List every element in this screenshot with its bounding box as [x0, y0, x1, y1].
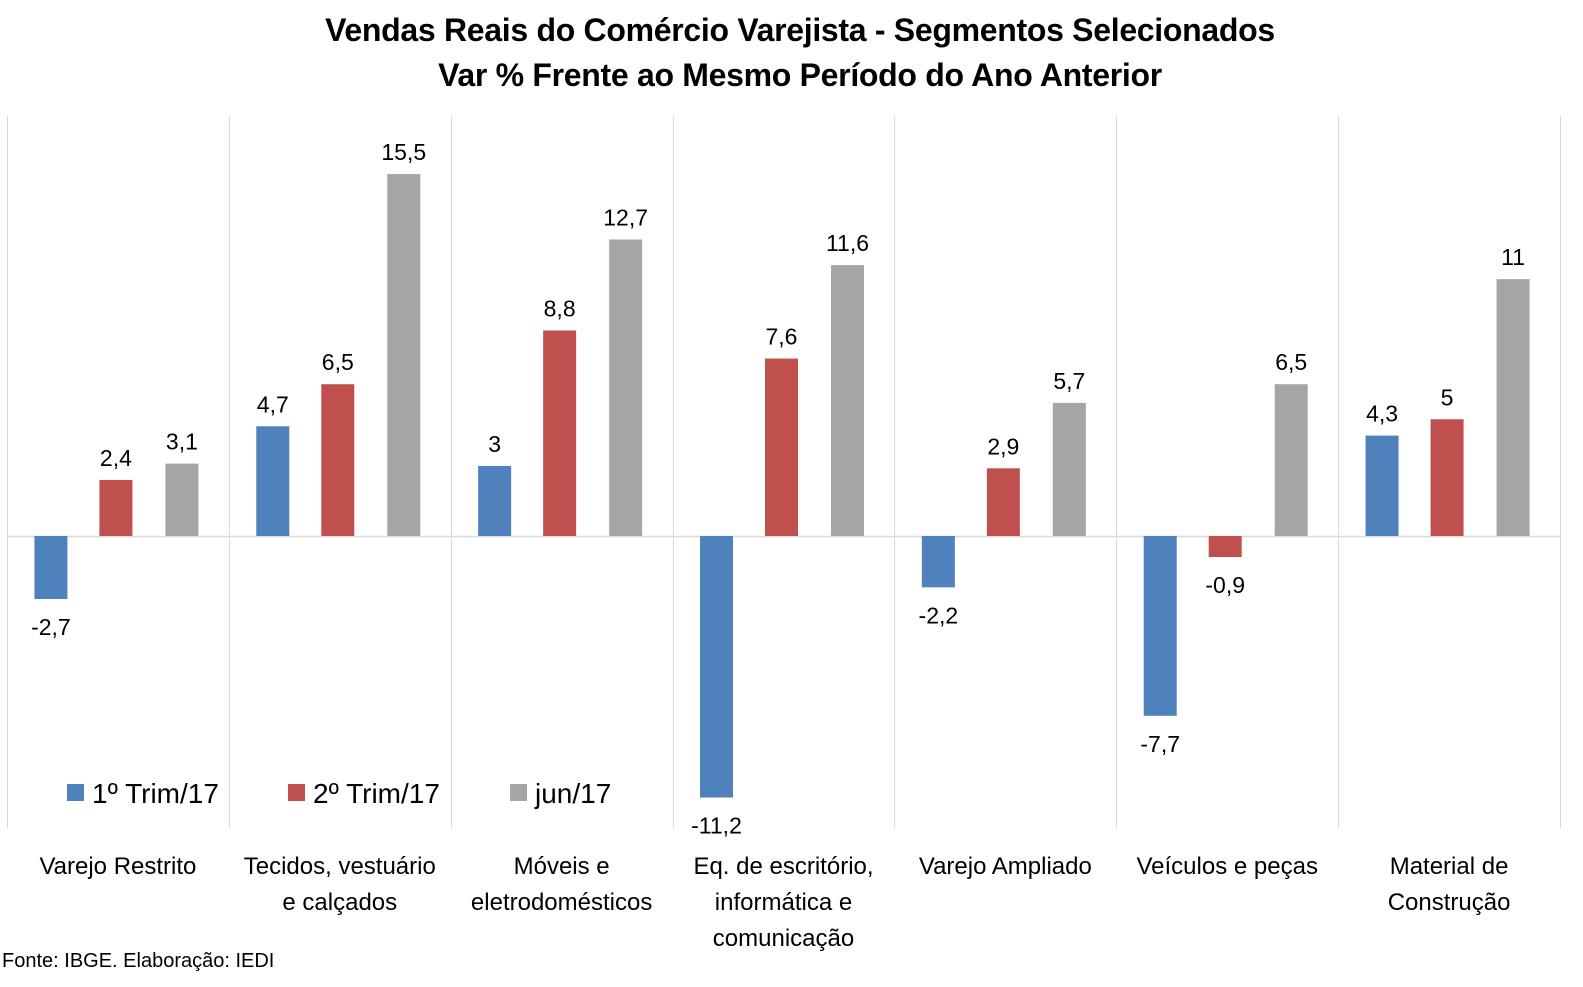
source-note: Fonte: IBGE. Elaboração: IEDI	[2, 950, 275, 972]
data-label: -2,2	[919, 602, 959, 628]
bar-series-2	[1430, 419, 1464, 536]
bar-series-3	[609, 239, 643, 536]
data-label: 12,7	[603, 204, 648, 230]
bar-series-2	[1208, 536, 1242, 558]
bar-series-3	[831, 265, 864, 536]
category-label: Varejo Ampliado	[919, 853, 1092, 880]
data-label: 2,9	[987, 433, 1019, 459]
data-label: -2,7	[31, 614, 71, 640]
data-labels: -2,7 4,7 3 -11,2 -2,2 -7,7 4,3 2,4 6,5 8,8 7,6 2,9 -…	[31, 139, 1525, 838]
bar-series-3	[387, 174, 421, 536]
data-label: -0,9	[1205, 572, 1245, 598]
category-label: Móveis e	[514, 853, 610, 880]
bar-series-1	[1365, 435, 1399, 536]
data-label: 4,3	[1366, 401, 1398, 427]
chart-title-line-1: Vendas Reais do Comércio Varejista - Seg…	[325, 12, 1275, 48]
data-label: 7,6	[766, 324, 798, 350]
data-label: 2,4	[100, 445, 132, 471]
bar-series-2	[99, 479, 133, 536]
legend-swatch	[67, 784, 84, 801]
category-label: Tecidos, vestuário	[244, 853, 436, 880]
data-label: 6,5	[1275, 349, 1307, 375]
legend-entry: 2º Trim/17	[313, 778, 440, 809]
bar-series-3	[1496, 279, 1530, 536]
bar-series-1	[256, 426, 290, 536]
legend: 1º Trim/17 2º Trim/17 jun/17	[67, 778, 611, 809]
data-label: 5,7	[1053, 368, 1085, 394]
category-label: comunicação	[713, 925, 854, 952]
bar-series-2	[543, 330, 577, 536]
data-label: 3	[488, 431, 501, 457]
chart-subtitle: Var % Frente ao Mesmo Período do Ano Ant…	[438, 57, 1162, 93]
data-label: 11,6	[826, 230, 869, 256]
legend-swatch	[510, 784, 527, 801]
bar-series-2	[986, 468, 1020, 536]
legend-entry: 1º Trim/17	[92, 778, 219, 809]
data-label: -11,2	[691, 813, 742, 839]
bar-series-3	[1274, 384, 1308, 536]
bar-series-2	[765, 358, 798, 536]
category-label: Construção	[1388, 889, 1511, 916]
data-label: -7,7	[1140, 731, 1180, 757]
category-label: Eq. de escritório,	[693, 853, 873, 880]
category-label: e calçados	[282, 889, 397, 916]
data-label: 8,8	[544, 296, 576, 322]
bar-series-1	[1143, 536, 1177, 716]
bar-series-3	[1052, 402, 1086, 536]
data-label: 5	[1441, 384, 1454, 410]
category-label: Varejo Restrito	[39, 853, 196, 880]
bar-series-3	[165, 463, 199, 536]
data-label: 4,7	[257, 391, 289, 417]
data-label: 11	[1501, 244, 1525, 270]
category-labels: Varejo Restrito Tecidos, vestuário e calça…	[39, 853, 1510, 952]
bar-series-1	[34, 536, 68, 600]
bar-series-1	[478, 465, 512, 536]
bar-series-2	[321, 384, 355, 536]
legend-entry: jun/17	[534, 778, 611, 809]
category-label: Material de	[1390, 853, 1509, 880]
chart-title: Vendas Reais do Comércio Varejista - Seg…	[0, 8, 1583, 98]
data-label: 3,1	[166, 429, 198, 455]
data-label: 15,5	[381, 139, 426, 165]
bar-series-1	[700, 536, 733, 798]
category-label: Veículos e peças	[1136, 853, 1317, 880]
legend-swatch	[288, 784, 305, 801]
category-label: eletrodomésticos	[471, 889, 652, 916]
grid-lines	[7, 116, 1561, 828]
bars	[34, 174, 1530, 798]
bar-series-1	[921, 536, 955, 588]
data-label: 6,5	[322, 349, 354, 375]
category-label: informática e	[715, 889, 852, 916]
